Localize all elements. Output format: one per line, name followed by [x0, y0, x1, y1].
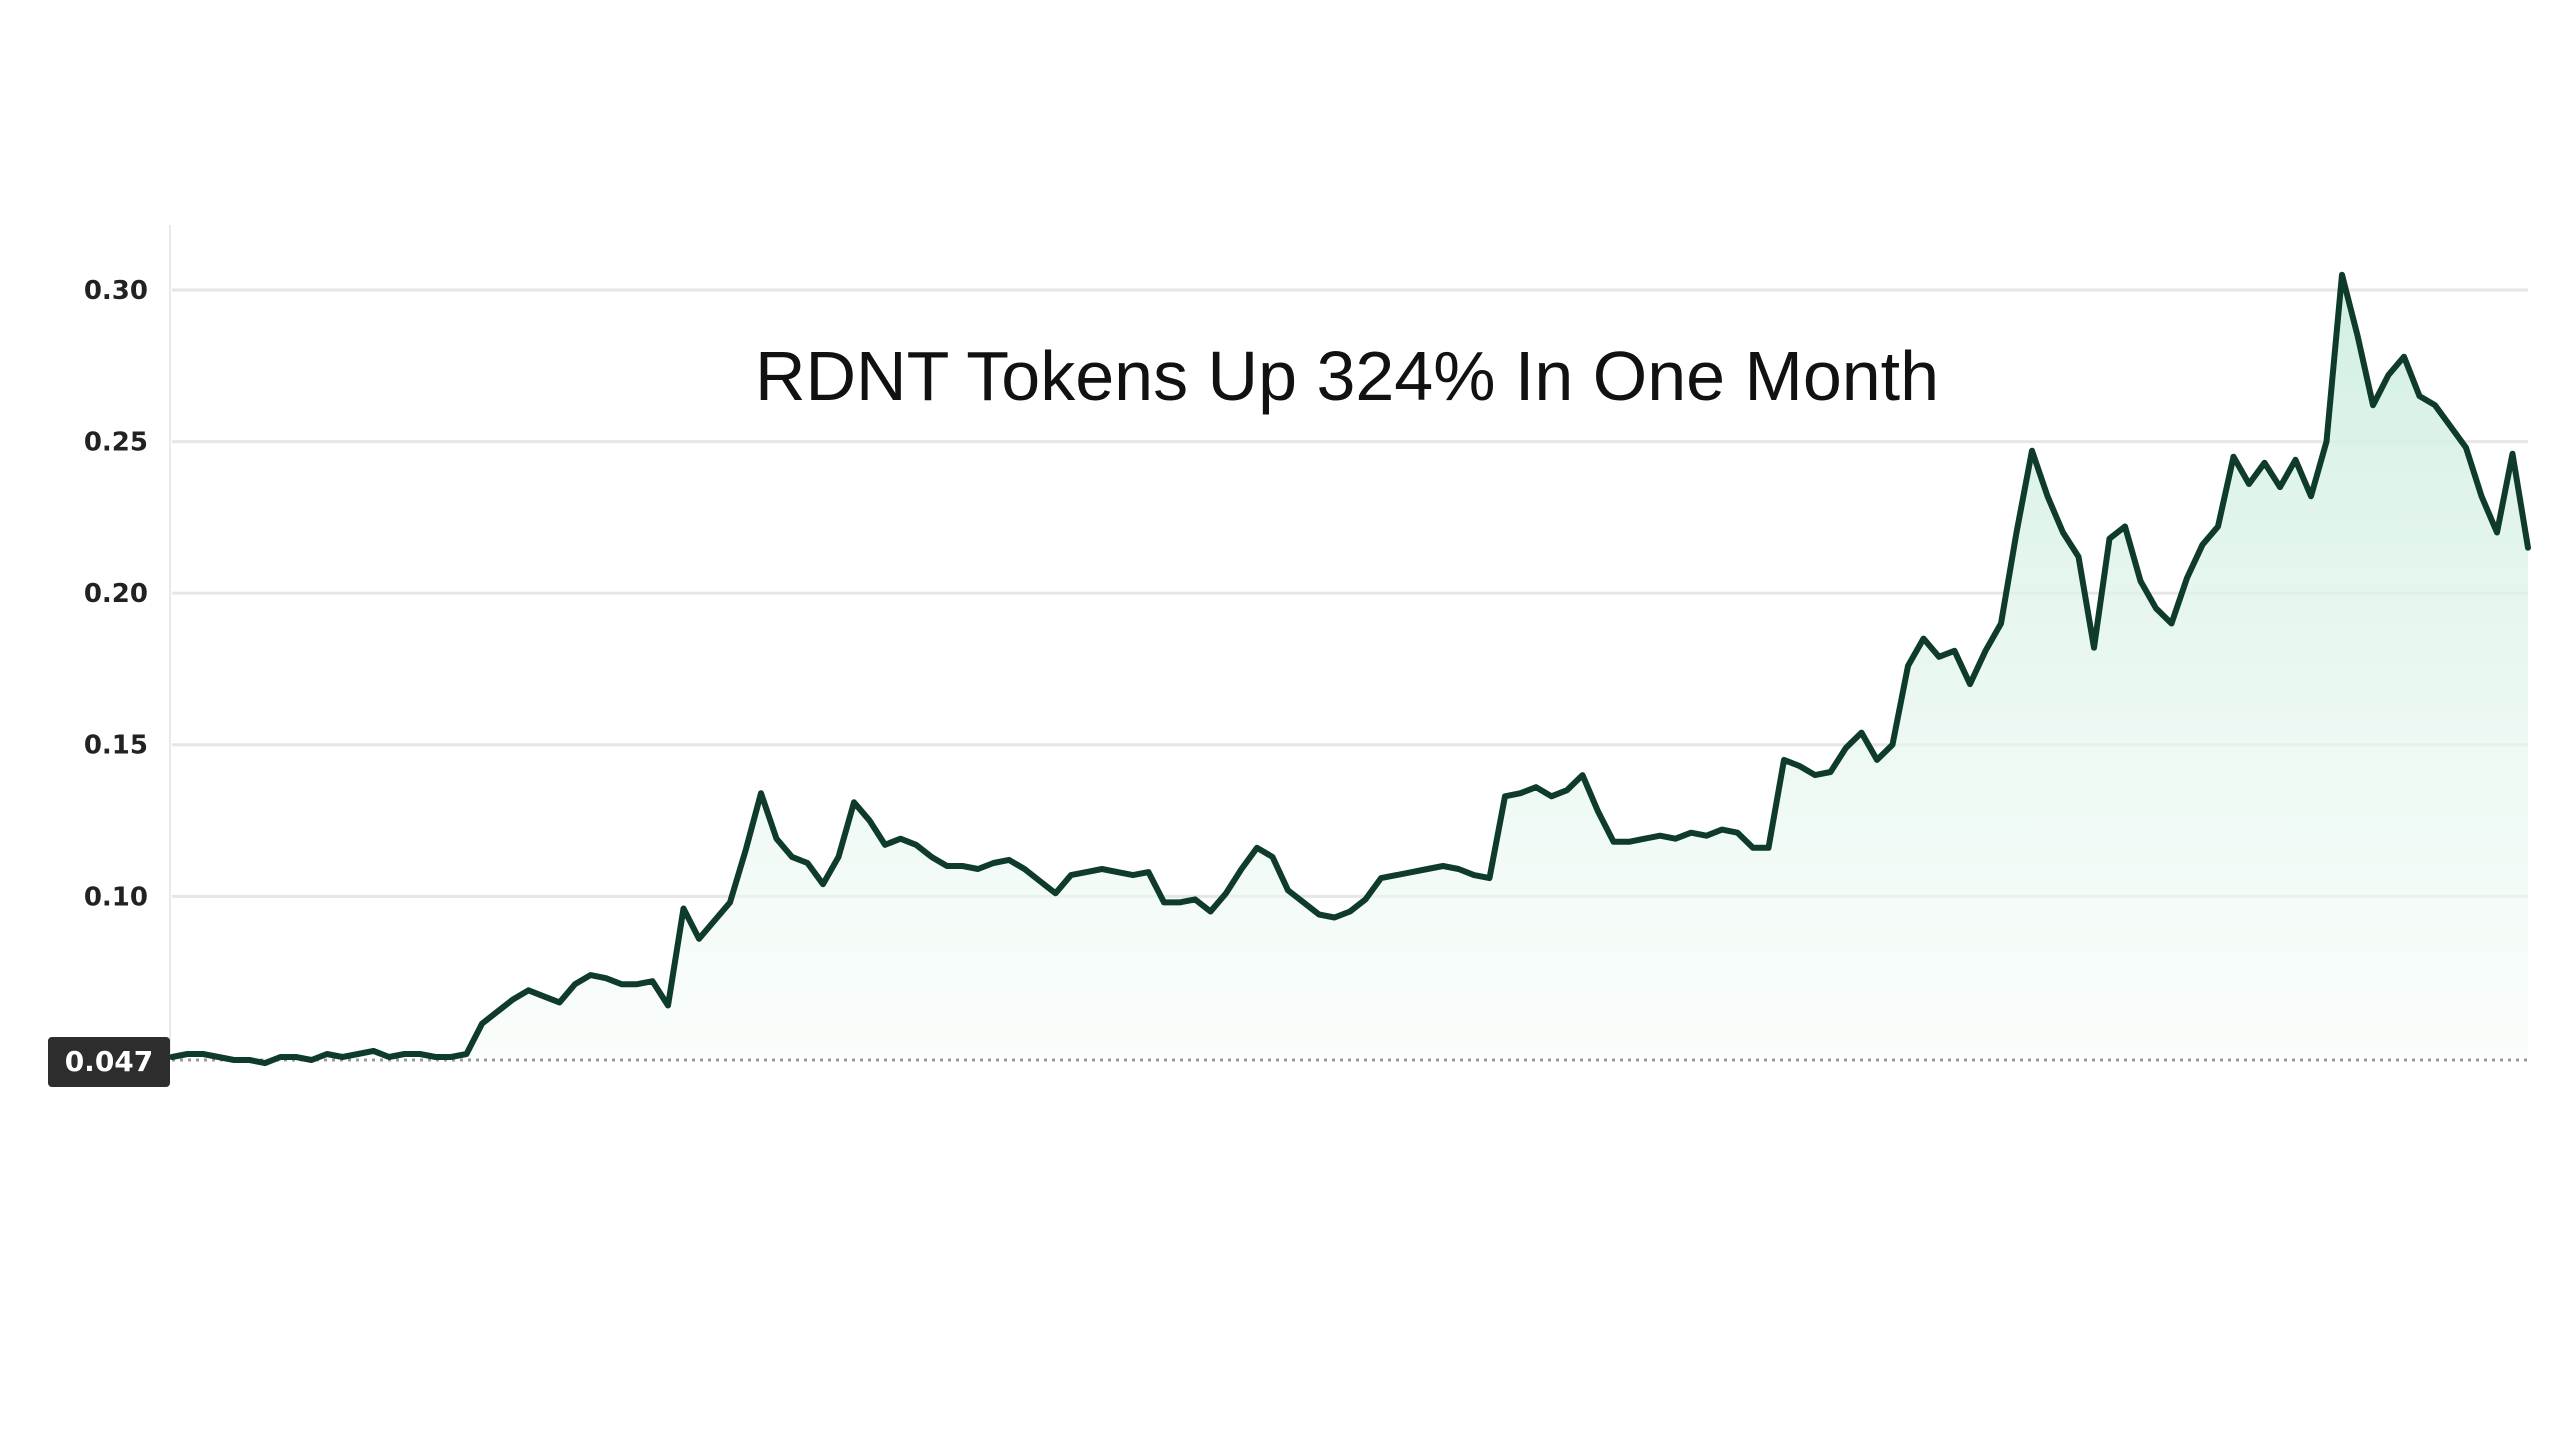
- y-tick-label: 0.15: [84, 731, 148, 761]
- y-tick-label: 0.20: [84, 579, 148, 609]
- y-tick-label: 0.30: [84, 276, 148, 306]
- y-axis-ticks: 0.30 0.25 0.20 0.15 0.10: [84, 276, 148, 912]
- y-tick-label: 0.25: [84, 428, 148, 458]
- price-area-fill: [172, 274, 2528, 1064]
- badge-label: 0.047: [65, 1045, 154, 1078]
- chart-title: RDNT Tokens Up 324% In One Month: [755, 337, 1939, 415]
- badge-background: [48, 1037, 170, 1087]
- current-price-badge: 0.047: [48, 1037, 170, 1087]
- y-tick-label: 0.10: [84, 882, 148, 912]
- price-line: [169, 271, 2531, 1067]
